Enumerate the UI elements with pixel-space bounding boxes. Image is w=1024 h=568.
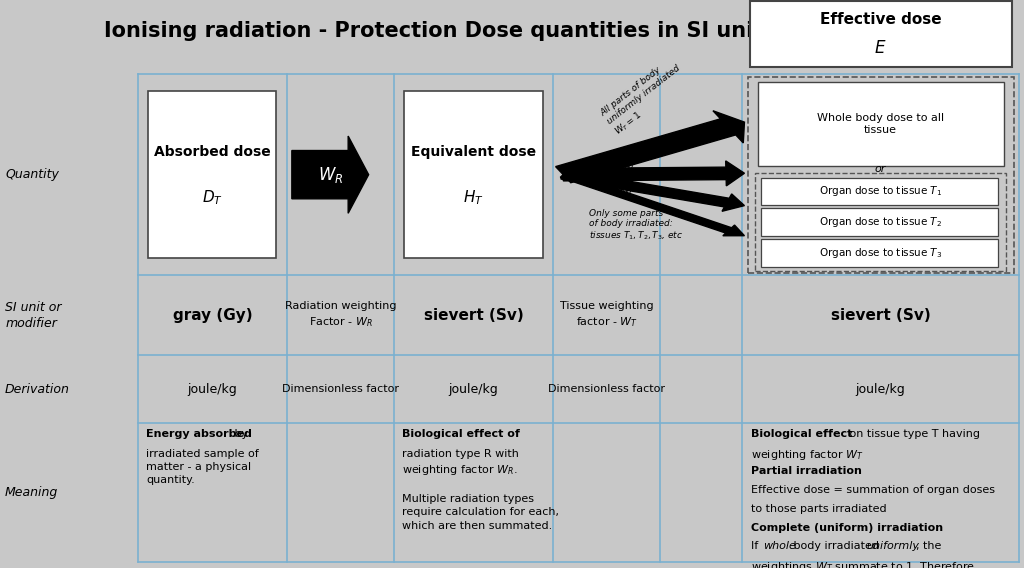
Text: Organ dose to tissue $T_1$: Organ dose to tissue $T_1$ xyxy=(819,185,942,198)
FancyArrow shape xyxy=(292,136,369,213)
FancyArrow shape xyxy=(560,172,744,236)
Text: Effective dose: Effective dose xyxy=(820,12,941,27)
FancyBboxPatch shape xyxy=(148,91,276,258)
Text: Organ dose to tissue $T_3$: Organ dose to tissue $T_3$ xyxy=(819,246,942,260)
Text: Meaning: Meaning xyxy=(5,486,58,499)
Text: Only some parts
of body irradiated:
tissues $T_1, T_2, T_3$, etc: Only some parts of body irradiated: tiss… xyxy=(589,208,683,243)
Text: joule/kg: joule/kg xyxy=(449,383,499,395)
Text: Dimensionless factor: Dimensionless factor xyxy=(282,384,399,394)
Text: Effective dose = summation of organ doses: Effective dose = summation of organ dose… xyxy=(751,485,994,495)
Text: sievert (Sv): sievert (Sv) xyxy=(830,308,931,323)
Text: Tissue weighting
factor - $W_T$: Tissue weighting factor - $W_T$ xyxy=(560,302,653,329)
Text: Radiation weighting
Factor - $W_R$: Radiation weighting Factor - $W_R$ xyxy=(285,302,396,329)
Text: body irradiated: body irradiated xyxy=(790,541,882,552)
Text: SI unit or
modifier: SI unit or modifier xyxy=(5,300,61,330)
Text: weightings $W_T$ summate to 1. Therefore,: weightings $W_T$ summate to 1. Therefore… xyxy=(751,560,978,568)
Text: Ionising radiation - Protection Dose quantities in SI units: Ionising radiation - Protection Dose qua… xyxy=(104,21,776,41)
Text: $W_{T_2}$: $W_{T_2}$ xyxy=(623,178,640,191)
Text: weighting factor $W_T$: weighting factor $W_T$ xyxy=(751,448,863,462)
Text: Biological effect of: Biological effect of xyxy=(402,429,520,439)
Bar xyxy=(758,82,1004,166)
Text: = $E$: = $E$ xyxy=(1022,118,1024,131)
Text: Absorbed dose: Absorbed dose xyxy=(154,145,271,159)
Text: $W_R$: $W_R$ xyxy=(317,165,343,185)
Text: uniformly: uniformly xyxy=(866,541,920,552)
Text: $H_T$: $H_T$ xyxy=(463,188,484,207)
Text: whole: whole xyxy=(763,541,796,552)
Bar xyxy=(761,208,998,236)
Text: by: by xyxy=(231,429,249,439)
Bar xyxy=(761,177,998,206)
Text: Quantity: Quantity xyxy=(5,168,59,181)
Text: If: If xyxy=(751,541,761,552)
Bar xyxy=(761,239,998,267)
Text: joule/kg: joule/kg xyxy=(187,383,238,395)
Text: $D_T$: $D_T$ xyxy=(202,188,223,207)
Text: Multiple radiation types
require calculation for each,
which are then summated.: Multiple radiation types require calcula… xyxy=(402,494,559,531)
Text: Biological effect: Biological effect xyxy=(751,429,852,439)
Text: Whole body dose to all
tissue: Whole body dose to all tissue xyxy=(817,113,944,135)
Text: $W_{T_1}$: $W_{T_1}$ xyxy=(623,162,641,178)
Text: Complete (uniform) irradiation: Complete (uniform) irradiation xyxy=(751,523,943,533)
Text: $W_{T_3}$: $W_{T_3}$ xyxy=(620,189,638,204)
Text: Dimensionless factor: Dimensionless factor xyxy=(548,384,666,394)
Text: = $E$: = $E$ xyxy=(1022,215,1024,228)
Text: irradiated sample of
matter - a physical
quantity.: irradiated sample of matter - a physical… xyxy=(146,449,259,485)
Text: Equivalent dose: Equivalent dose xyxy=(411,145,537,159)
Text: Partial irradiation: Partial irradiation xyxy=(751,466,861,477)
Text: on tissue type T having: on tissue type T having xyxy=(846,429,980,439)
FancyBboxPatch shape xyxy=(404,91,543,258)
Text: joule/kg: joule/kg xyxy=(856,383,905,395)
Bar xyxy=(748,77,1014,273)
Text: $E$: $E$ xyxy=(874,39,887,57)
FancyArrow shape xyxy=(561,170,744,211)
FancyArrow shape xyxy=(563,161,744,186)
Text: All parts of body
uniformly irradiated
$W_T = 1$: All parts of body uniformly irradiated $… xyxy=(599,56,690,137)
Text: , the: , the xyxy=(916,541,942,552)
Text: sievert (Sv): sievert (Sv) xyxy=(424,308,523,323)
Bar xyxy=(755,173,1006,271)
FancyBboxPatch shape xyxy=(750,1,1012,67)
Text: to those parts irradiated: to those parts irradiated xyxy=(751,504,886,514)
Text: gray (Gy): gray (Gy) xyxy=(173,308,252,323)
Text: Derivation: Derivation xyxy=(5,383,70,395)
Text: or: or xyxy=(874,164,887,174)
Text: radiation type R with
weighting factor $W_R$.: radiation type R with weighting factor $… xyxy=(402,449,519,477)
Text: Energy absorbed: Energy absorbed xyxy=(146,429,252,439)
Text: Organ dose to tissue $T_2$: Organ dose to tissue $T_2$ xyxy=(819,215,942,229)
FancyArrow shape xyxy=(556,111,744,183)
